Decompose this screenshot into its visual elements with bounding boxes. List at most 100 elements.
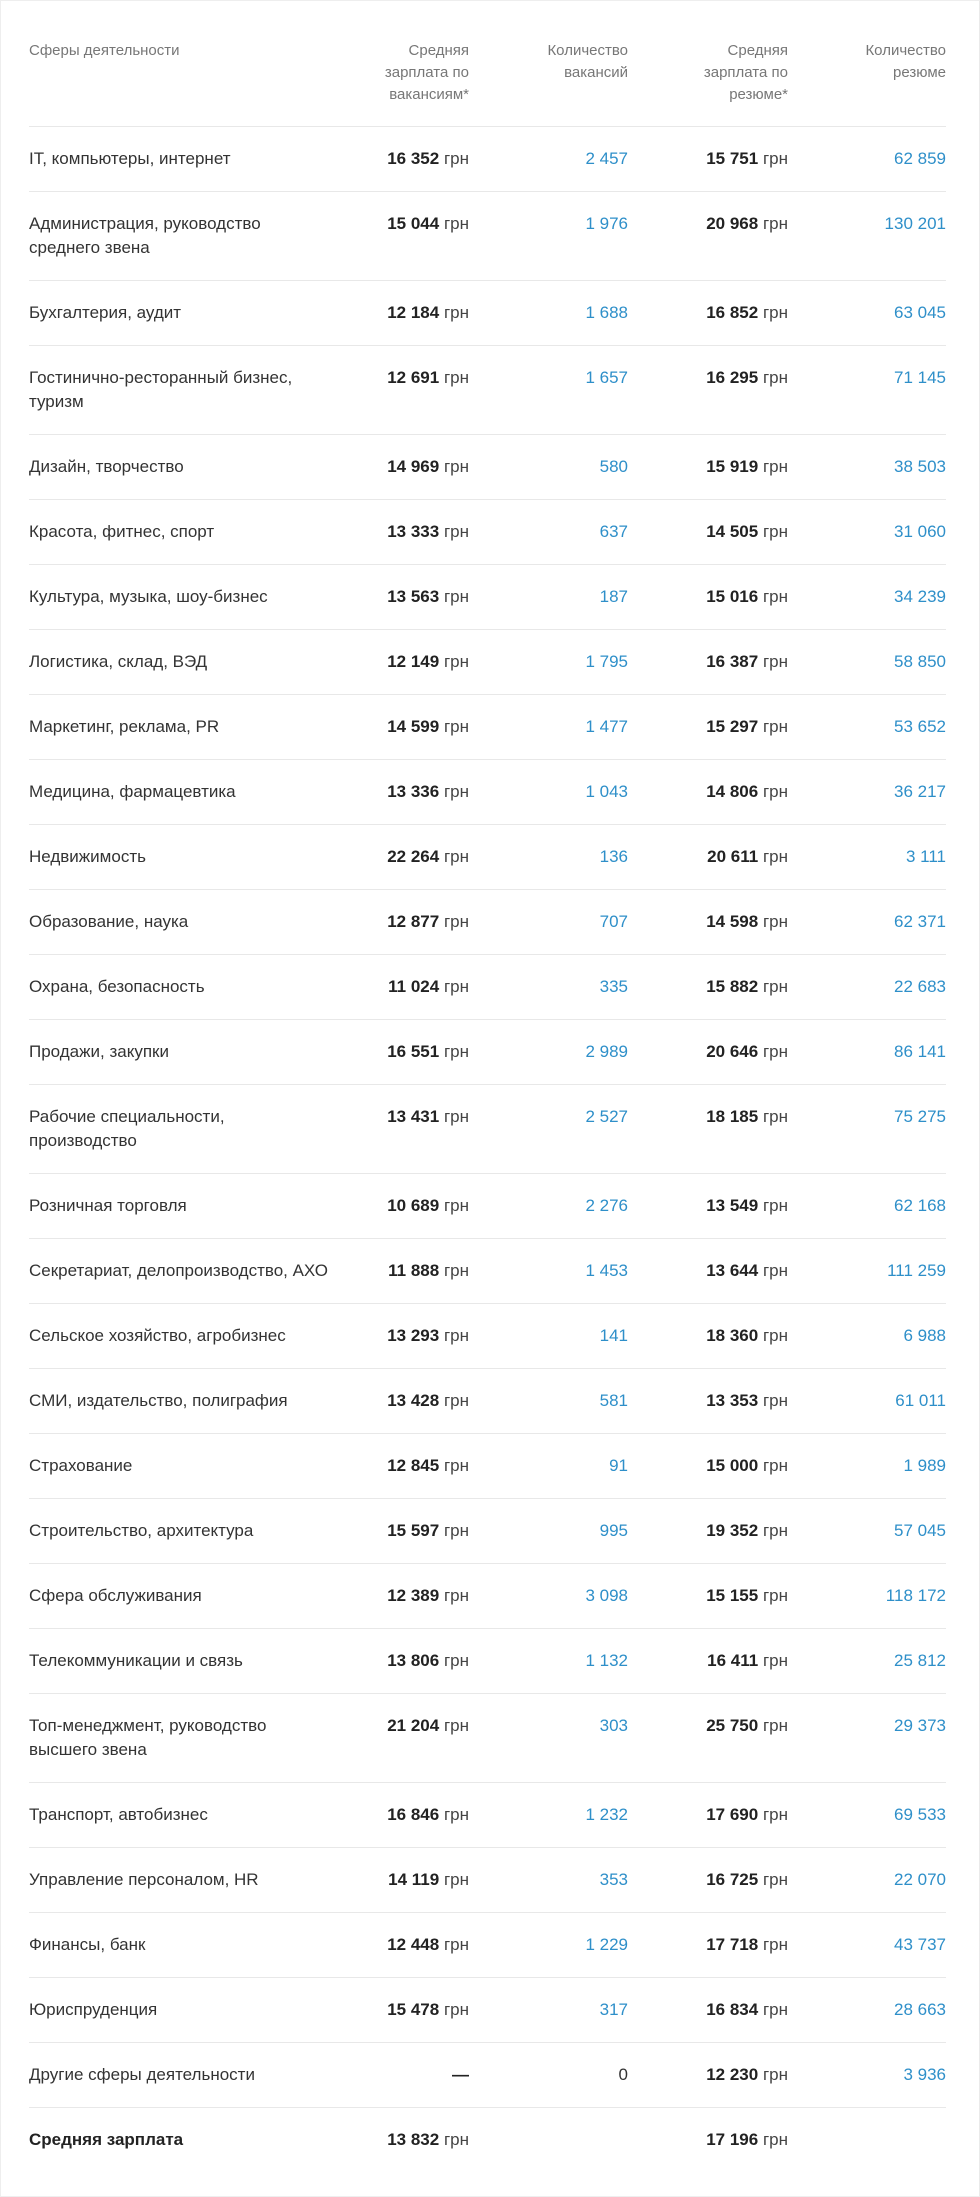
vacancy-count-link[interactable]: 91 [469, 1433, 628, 1499]
resume-count-link[interactable]: 25 812 [788, 1628, 946, 1694]
sphere-name: Другие сферы деятельности [29, 2042, 369, 2108]
salary-value: 22 264 [387, 847, 440, 866]
resume-count-link[interactable]: 58 850 [788, 629, 946, 695]
currency-label: грн [762, 782, 788, 801]
table-row: Маркетинг, реклама, PR 14 599 грн 1 477 15 … [29, 694, 946, 760]
salary-vacancies-cell: 12 845 грн [369, 1433, 469, 1499]
vacancy-count-link[interactable]: 580 [469, 434, 628, 500]
vacancy-count-link[interactable]: 303 [469, 1693, 628, 1783]
vacancy-count-link[interactable]: 3 098 [469, 1563, 628, 1629]
vacancy-count-link[interactable]: 2 457 [469, 126, 628, 192]
salary-value: 20 968 [706, 214, 759, 233]
header-vacancy-count: Количество вакансий [469, 38, 628, 127]
vacancy-count-link[interactable]: 1 688 [469, 280, 628, 346]
salary-vacancies-cell: 13 563 грн [369, 564, 469, 630]
resume-count-link[interactable]: 3 111 [788, 824, 946, 890]
resume-count-link[interactable]: 36 217 [788, 759, 946, 825]
salary-vacancies-cell: 12 448 грн [369, 1912, 469, 1978]
vacancy-count-link[interactable]: 1 795 [469, 629, 628, 695]
resume-count-link[interactable]: 111 259 [788, 1238, 946, 1304]
currency-label: грн [443, 1196, 469, 1215]
resume-count-link[interactable]: 22 070 [788, 1847, 946, 1913]
resume-count-link[interactable]: 62 859 [788, 126, 946, 192]
table-row: Финансы, банк 12 448 грн 1 229 17 718 грн 43… [29, 1912, 946, 1978]
vacancy-count-link[interactable]: 2 989 [469, 1019, 628, 1085]
vacancy-count-link[interactable]: 2 276 [469, 1173, 628, 1239]
currency-label: грн [762, 652, 788, 671]
salary-value: 16 834 [706, 2000, 759, 2019]
vacancy-count-link[interactable]: 1 657 [469, 345, 628, 435]
table-row: Другие сферы деятельности —0 12 230 грн 3 9… [29, 2042, 946, 2108]
resume-count-link[interactable]: 75 275 [788, 1084, 946, 1174]
resume-count-link[interactable]: 57 045 [788, 1498, 946, 1564]
currency-label: грн [443, 1042, 469, 1061]
resume-count-link[interactable]: 63 045 [788, 280, 946, 346]
currency-label: грн [443, 2000, 469, 2019]
salary-resumes-cell: 16 834 грн [628, 1977, 788, 2043]
resume-count-link[interactable]: 38 503 [788, 434, 946, 500]
sphere-name: Продажи, закупки [29, 1019, 369, 1085]
vacancy-count-link[interactable]: 707 [469, 889, 628, 955]
salary-value: 12 845 [387, 1456, 440, 1475]
sphere-name: Маркетинг, реклама, PR [29, 694, 369, 760]
vacancy-count-link[interactable]: 335 [469, 954, 628, 1020]
sphere-name: Охрана, безопасность [29, 954, 369, 1020]
vacancy-count-link[interactable]: 187 [469, 564, 628, 630]
resume-count-link[interactable]: 61 011 [788, 1368, 946, 1434]
resume-count-link[interactable]: 34 239 [788, 564, 946, 630]
resume-count-link[interactable]: 29 373 [788, 1693, 946, 1783]
vacancy-count-link[interactable]: 353 [469, 1847, 628, 1913]
table-row: Рабочие специальности, производство 13 43… [29, 1084, 946, 1174]
vacancy-count-link[interactable]: 141 [469, 1303, 628, 1369]
vacancy-count-link[interactable]: 995 [469, 1498, 628, 1564]
resume-count-link[interactable]: 28 663 [788, 1977, 946, 2043]
vacancy-count-link[interactable]: 637 [469, 499, 628, 565]
vacancy-count-link[interactable]: 581 [469, 1368, 628, 1434]
resume-count-link[interactable]: 22 683 [788, 954, 946, 1020]
resume-count-link[interactable]: 62 371 [788, 889, 946, 955]
table-row: Сфера обслуживания 12 389 грн 3 098 15 155 … [29, 1563, 946, 1629]
sphere-name: Строительство, архитектура [29, 1498, 369, 1564]
vacancy-count-link[interactable]: 1 976 [469, 191, 628, 281]
currency-label: грн [443, 1456, 469, 1475]
salary-value: 14 598 [706, 912, 759, 931]
sphere-name: Телекоммуникации и связь [29, 1628, 369, 1694]
resume-count-link[interactable]: 69 533 [788, 1782, 946, 1848]
vacancy-count-link[interactable]: 1 132 [469, 1628, 628, 1694]
resume-count-link[interactable]: 6 988 [788, 1303, 946, 1369]
vacancy-count-link[interactable]: 1 453 [469, 1238, 628, 1304]
vacancy-count-link[interactable]: 1 477 [469, 694, 628, 760]
resume-count-link[interactable]: 118 172 [788, 1563, 946, 1629]
sphere-name: Культура, музыка, шоу-бизнес [29, 564, 369, 630]
salary-value: 12 149 [387, 652, 440, 671]
vacancy-count-link[interactable]: 2 527 [469, 1084, 628, 1174]
vacancy-count-link: 0 [469, 2042, 628, 2108]
resume-count-link[interactable]: 53 652 [788, 694, 946, 760]
currency-label: грн [762, 1651, 788, 1670]
currency-label: грн [762, 214, 788, 233]
salary-resumes-cell: 17 718 грн [628, 1912, 788, 1978]
resume-count-link[interactable]: 62 168 [788, 1173, 946, 1239]
resume-count-link[interactable]: 71 145 [788, 345, 946, 435]
table-row: Медицина, фармацевтика 13 336 грн 1 043 14 … [29, 759, 946, 825]
table-row: Бухгалтерия, аудит 12 184 грн 1 688 16 852 … [29, 280, 946, 346]
vacancy-count-link[interactable]: 136 [469, 824, 628, 890]
salary-value: 13 806 [387, 1651, 440, 1670]
salary-value: 17 718 [706, 1935, 759, 1954]
resume-count-link[interactable]: 86 141 [788, 1019, 946, 1085]
sphere-name: Красота, фитнес, спорт [29, 499, 369, 565]
resume-count-link[interactable]: 130 201 [788, 191, 946, 281]
resume-count-link[interactable]: 3 936 [788, 2042, 946, 2108]
salary-vacancies-cell: 15 478 грн [369, 1977, 469, 2043]
header-salary-resumes: Средняя зарплата по резюме* [628, 38, 788, 127]
vacancy-count-link[interactable]: 1 232 [469, 1782, 628, 1848]
vacancy-count-link[interactable]: 1 043 [469, 759, 628, 825]
salary-vacancies-cell: 11 024 грн [369, 954, 469, 1020]
vacancy-count-link[interactable]: 317 [469, 1977, 628, 2043]
salary-value: 15 016 [706, 587, 759, 606]
resume-count-link[interactable]: 1 989 [788, 1433, 946, 1499]
sphere-name: Образование, наука [29, 889, 369, 955]
resume-count-link[interactable]: 31 060 [788, 499, 946, 565]
resume-count-link[interactable]: 43 737 [788, 1912, 946, 1978]
vacancy-count-link[interactable]: 1 229 [469, 1912, 628, 1978]
